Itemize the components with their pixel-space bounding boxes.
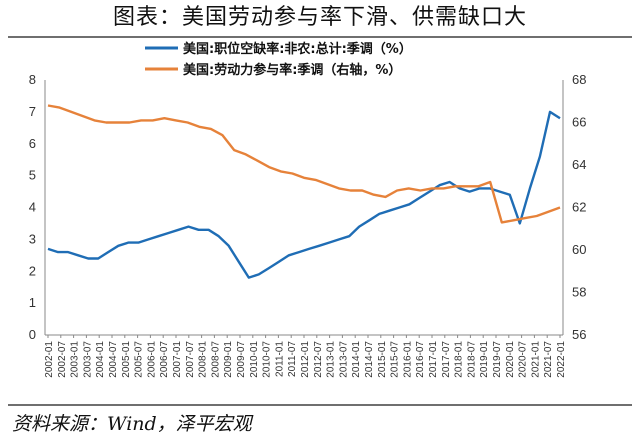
x-tick-label: 2005-07 bbox=[134, 341, 145, 378]
x-tick-label: 2017-07 bbox=[441, 341, 452, 378]
x-tick-label: 2011-01 bbox=[274, 341, 285, 377]
right-y-tick-labels: 56 58 60 62 64 66 68 bbox=[572, 72, 586, 342]
x-tick-label: 2009-01 bbox=[223, 341, 234, 378]
left-y-tick-label: 2 bbox=[29, 263, 36, 278]
x-tick-label: 2020-07 bbox=[518, 341, 529, 378]
left-y-tick-labels: 0 1 2 3 4 5 6 7 8 bbox=[29, 72, 36, 342]
x-tick-labels: 2002-01 2002-07 2003-01 2003-07 2004-01 2004-… bbox=[44, 341, 567, 378]
x-tick-label: 2013-07 bbox=[338, 341, 349, 378]
x-tick-label: 2018-01 bbox=[454, 341, 465, 378]
x-tick-label: 2012-01 bbox=[300, 341, 311, 378]
x-tick-label: 2022-01 bbox=[556, 341, 567, 378]
x-tick-label: 2021-07 bbox=[543, 341, 554, 378]
x-tick-label: 2004-07 bbox=[108, 341, 119, 378]
right-y-tick-label: 60 bbox=[572, 242, 586, 257]
x-tick-label: 2004-01 bbox=[95, 341, 106, 378]
series-lines bbox=[47, 104, 561, 279]
right-y-tick-label: 62 bbox=[572, 200, 586, 215]
x-tick-label: 2008-07 bbox=[210, 341, 221, 378]
top-rule bbox=[8, 36, 632, 38]
chart-title: 图表：美国劳动参与率下滑、供需缺口大 bbox=[112, 5, 527, 30]
x-tick-label: 2008-01 bbox=[198, 341, 209, 378]
x-tick-label: 2005-01 bbox=[121, 341, 132, 378]
left-y-tick-label: 6 bbox=[29, 136, 36, 151]
x-tick-label: 2019-01 bbox=[479, 341, 490, 378]
legend-label-2: 美国:劳动力参与率:季调（右轴，%） bbox=[183, 62, 401, 78]
x-tick-label: 2021-01 bbox=[530, 341, 541, 378]
x-tick-label: 2014-07 bbox=[364, 341, 375, 378]
x-tick-label: 2006-07 bbox=[159, 341, 170, 378]
x-tick-label: 2006-01 bbox=[146, 341, 157, 378]
x-tick-label: 2020-01 bbox=[505, 341, 516, 378]
right-y-tick-label: 64 bbox=[572, 157, 586, 172]
x-tick-label: 2013-01 bbox=[326, 341, 337, 378]
x-tick-label: 2015-07 bbox=[390, 341, 401, 378]
right-y-tick-label: 56 bbox=[572, 327, 586, 342]
x-tick-label: 2007-07 bbox=[185, 341, 196, 378]
x-tick-label: 2010-07 bbox=[262, 341, 273, 378]
legend-label-1: 美国:职位空缺率:非农:总计:季调（%） bbox=[183, 41, 412, 57]
legend: 美国:职位空缺率:非农:总计:季调（%） 美国:劳动力参与率:季调（右轴，%） bbox=[145, 41, 412, 78]
left-y-tick-label: 1 bbox=[29, 295, 36, 310]
left-y-tick-label: 8 bbox=[29, 72, 36, 87]
left-y-tick-label: 4 bbox=[29, 200, 36, 215]
series-line-1 bbox=[47, 110, 561, 279]
x-tick-label: 2012-07 bbox=[313, 341, 324, 378]
x-tick-label: 2009-07 bbox=[236, 341, 247, 378]
x-tick-label: 2016-01 bbox=[402, 341, 413, 378]
left-y-tick-label: 7 bbox=[29, 104, 36, 119]
left-y-tick-label: 5 bbox=[29, 168, 36, 183]
x-tick-label: 2007-01 bbox=[172, 341, 183, 378]
x-tick-label: 2019-07 bbox=[492, 341, 503, 378]
x-tick-label: 2018-07 bbox=[466, 341, 477, 378]
x-tick-label: 2017-01 bbox=[428, 341, 439, 378]
right-y-tick-label: 68 bbox=[572, 72, 586, 87]
axes bbox=[44, 80, 564, 338]
x-tick-label: 2003-01 bbox=[70, 341, 81, 378]
right-y-tick-label: 58 bbox=[572, 285, 586, 300]
x-tick-label: 2011-07 bbox=[287, 341, 298, 377]
right-y-tick-label: 66 bbox=[572, 115, 586, 130]
left-y-tick-label: 3 bbox=[29, 231, 36, 246]
x-tick-label: 2003-07 bbox=[82, 341, 93, 378]
series-line-2 bbox=[47, 104, 561, 224]
left-y-tick-label: 0 bbox=[29, 327, 36, 342]
x-tick-label: 2016-07 bbox=[415, 341, 426, 378]
x-tick-label: 2010-01 bbox=[249, 341, 260, 378]
bottom-rule bbox=[8, 404, 632, 406]
source-note: 资料来源：Wind，泽平宏观 bbox=[12, 413, 252, 435]
x-tick-label: 2014-01 bbox=[351, 341, 362, 378]
x-tick-label: 2015-01 bbox=[377, 341, 388, 378]
x-tick-label: 2002-01 bbox=[44, 341, 55, 378]
chart: 美国:职位空缺率:非农:总计:季调（%） 美国:劳动力参与率:季调（右轴，%） 2… bbox=[29, 41, 587, 378]
x-tick-label: 2002-07 bbox=[57, 341, 68, 378]
